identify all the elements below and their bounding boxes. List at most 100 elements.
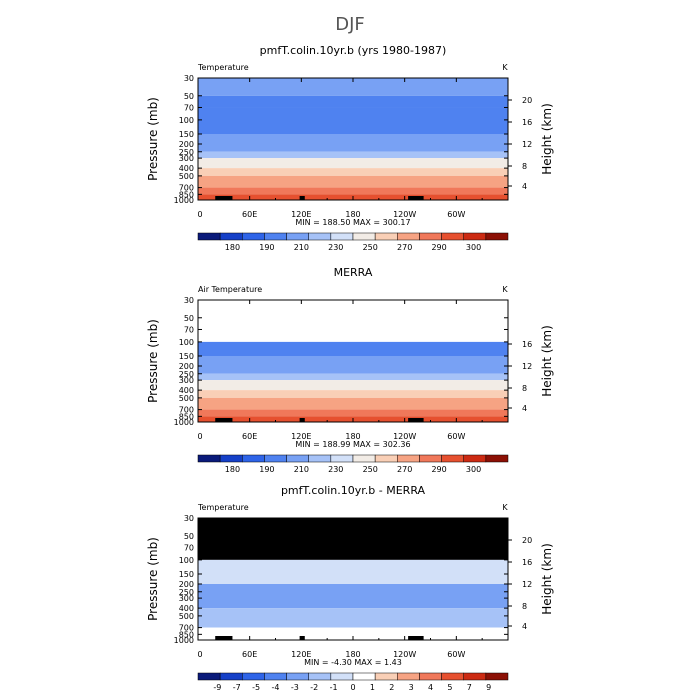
y-tick-label: 700 [179,184,194,193]
colorbar-label: 3 [409,683,414,692]
x-tick-label: 120E [291,650,311,659]
height-tick-label: 8 [522,384,527,393]
contour-band [198,175,508,188]
colorbar-swatch [441,232,464,241]
colorbar-swatch [485,672,509,681]
right-axis-label: Height (km) [540,543,554,614]
topography [299,636,305,640]
y-tick-label: 200 [179,580,194,589]
variable-label: Temperature [197,503,249,512]
y-axis-label: Pressure (mb) [146,97,160,181]
height-tick-label: 16 [522,340,532,349]
x-tick-label: 180 [345,650,360,659]
colorbar-swatch [374,672,398,681]
contour-band [198,397,508,410]
x-tick-label: 60W [447,210,465,219]
colorbar-swatch [330,672,354,681]
min-max-stats: MIN = 188.99 MAX = 302.36 [295,440,410,449]
colorbar-label: 270 [397,465,412,474]
colorbar-label: 210 [294,465,309,474]
y-tick-label: 250 [179,370,194,379]
colorbar-swatch [330,454,354,463]
contour-band [198,78,508,96]
colorbar-swatch [374,232,398,241]
y-tick-label: 300 [179,376,194,385]
colorbar-label: -4 [272,683,280,692]
contour-band [198,107,508,134]
x-tick-label: 120E [291,210,311,219]
y-tick-label: 150 [179,130,194,139]
colorbar-swatch [352,454,376,463]
y-axis-label: Pressure (mb) [146,537,160,621]
unit-label: K [502,285,508,294]
colorbar-swatch [242,454,265,463]
variable-label: Temperature [197,63,249,72]
colorbar-label: -2 [310,683,318,692]
contour-band [198,187,508,195]
height-tick-label: 8 [522,602,527,611]
contour-band [198,390,508,398]
colorbar-swatch [264,672,287,681]
colorbar-swatch [219,232,243,241]
colorbar-label: -1 [330,683,338,692]
colorbar-label: 7 [467,683,472,692]
height-tick-label: 16 [522,118,532,127]
y-tick-label: 400 [179,604,194,613]
min-max-stats: MIN = 188.50 MAX = 300.17 [295,218,410,227]
colorbar-swatch [419,232,442,241]
colorbar-swatch [286,672,309,681]
contour-band [198,559,508,585]
contour-band [198,158,508,169]
x-tick-label: 60E [242,650,257,659]
y-tick-label: 500 [179,394,194,403]
colorbar-label: 250 [363,243,378,252]
y-tick-label: 850 [179,412,194,421]
y-tick-label: 70 [184,325,194,334]
variable-label: Air Temperature [198,285,262,294]
contour-band [198,168,508,176]
x-tick-label: 0 [197,210,202,219]
y-tick-label: 400 [179,164,194,173]
panel-title: pmfT.colin.10yr.b - MERRA [281,484,426,497]
colorbar-swatch [197,454,221,463]
y-tick-label: 250 [179,148,194,157]
y-tick-label: 200 [179,362,194,371]
colorbar-label: 230 [328,243,343,252]
x-tick-label: 0 [197,650,202,659]
colorbar-swatch [463,672,487,681]
y-tick-label: 700 [179,624,194,633]
y-tick-label: 1000 [174,418,194,427]
y-tick-label: 400 [179,386,194,395]
min-max-stats: MIN = -4.30 MAX = 1.43 [304,658,402,667]
y-tick-label: 700 [179,406,194,415]
colorbar-swatch [352,672,376,681]
contour-band [198,584,508,609]
colorbar-swatch [308,672,332,681]
colorbar-label: 180 [225,465,240,474]
right-axis-label: Height (km) [540,103,554,174]
colorbar-label: -7 [233,683,241,692]
height-tick-label: 12 [522,140,532,149]
contour-band [198,608,508,628]
y-tick-label: 200 [179,140,194,149]
colorbar-label: 230 [328,465,343,474]
colorbar-swatch [219,672,243,681]
contour-band [198,144,508,152]
colorbar-swatch [242,672,265,681]
colorbar-label: 0 [350,683,355,692]
colorbar-swatch [419,454,442,463]
height-tick-label: 4 [522,404,527,413]
y-tick-label: 300 [179,154,194,163]
colorbar-swatch [441,672,464,681]
x-tick-label: 120W [393,432,416,441]
x-tick-label: 60E [242,432,257,441]
colorbar-swatch [485,232,509,241]
y-tick-label: 100 [179,556,194,565]
y-tick-label: 850 [179,190,194,199]
colorbar-swatch [485,454,509,463]
colorbar-label: 210 [294,243,309,252]
y-tick-label: 70 [184,543,194,552]
colorbar-swatch [308,454,332,463]
